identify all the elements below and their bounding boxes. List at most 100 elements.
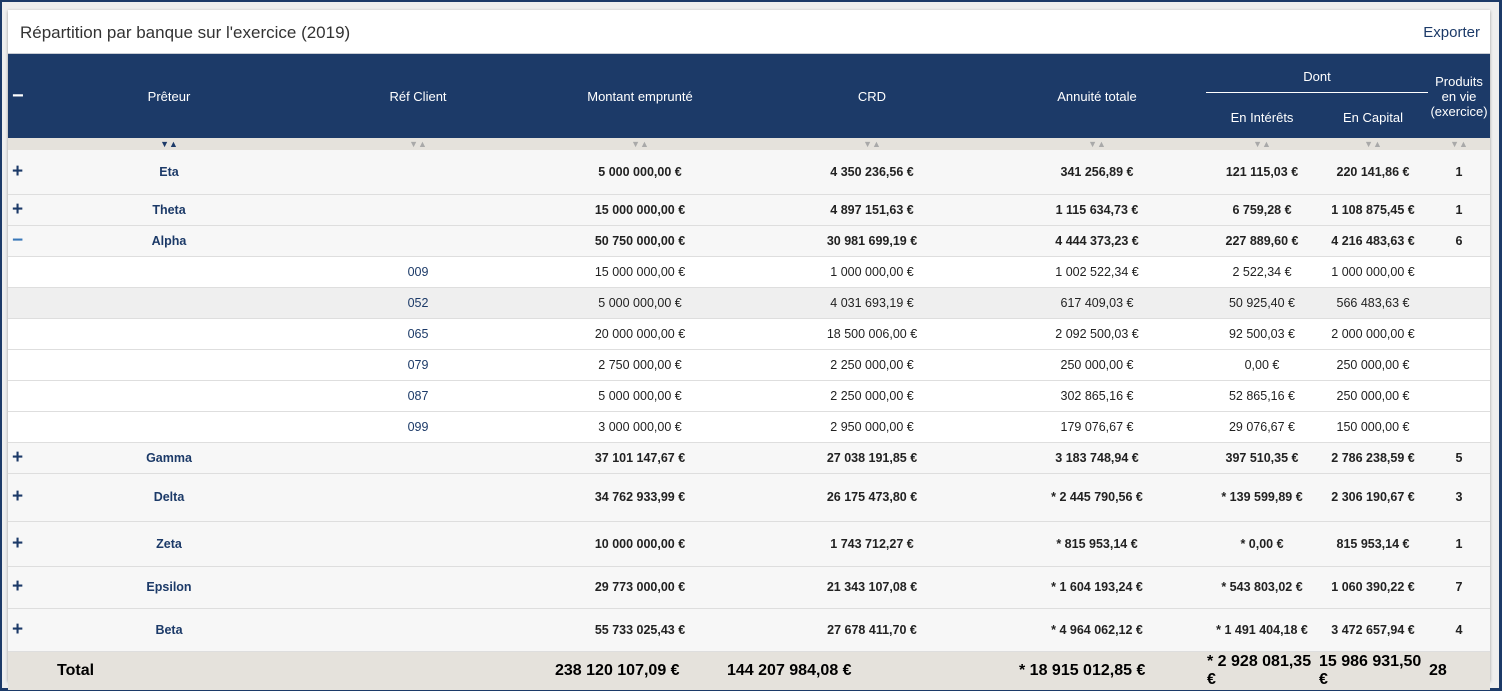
- lender-name: Zeta: [56, 521, 282, 567]
- lender-name: [56, 256, 282, 288]
- expand-icon[interactable]: +: [8, 150, 56, 195]
- crd-cell: 21 343 107,08 €: [726, 566, 1018, 609]
- ref-client-link: [282, 473, 554, 522]
- expand-icon: [8, 380, 56, 412]
- ref-client-link[interactable]: 087: [282, 380, 554, 412]
- produits-cell: 3: [1428, 473, 1490, 522]
- col-group-dont: Dont: [1206, 54, 1428, 96]
- sort-icon[interactable]: ▼▲: [1428, 138, 1490, 150]
- sort-icon[interactable]: ▼▲: [1018, 138, 1206, 150]
- total-interets: * 2 928 081,35 €: [1206, 651, 1318, 690]
- produits-cell: 4: [1428, 608, 1490, 652]
- annuite-cell: * 1 604 193,24 €: [1018, 566, 1206, 609]
- panel-title: Répartition par banque sur l'exercice (2…: [20, 23, 351, 42]
- ref-client-link[interactable]: 009: [282, 256, 554, 288]
- produits-cell: 7: [1428, 566, 1490, 609]
- ref-client-link[interactable]: 079: [282, 349, 554, 381]
- bank-table: − Prêteur Réf Client Montant emprunté CR…: [8, 54, 1490, 690]
- montant-cell: 29 773 000,00 €: [554, 566, 726, 609]
- lender-row: + Theta 15 000 000,00 €4 897 151,63 €1 115…: [8, 194, 1490, 226]
- expand-icon[interactable]: +: [8, 608, 56, 652]
- sort-icon[interactable]: ▼▲: [554, 138, 726, 150]
- produits-cell: [1428, 349, 1490, 381]
- lender-name: Alpha: [56, 225, 282, 257]
- sort-icon[interactable]: ▼▲: [56, 138, 282, 150]
- col-header-produits[interactable]: Produits en vie (exercice): [1428, 54, 1490, 138]
- capital-cell: 1 108 875,45 €: [1318, 194, 1428, 226]
- ref-client-link[interactable]: 099: [282, 411, 554, 443]
- montant-cell: 2 750 000,00 €: [554, 349, 726, 381]
- interets-cell: * 1 491 404,18 €: [1206, 608, 1318, 652]
- interets-cell: 2 522,34 €: [1206, 256, 1318, 288]
- interets-cell: * 139 599,89 €: [1206, 473, 1318, 522]
- sort-icon[interactable]: ▼▲: [1206, 138, 1318, 150]
- ref-client-link[interactable]: 052: [282, 287, 554, 319]
- crd-cell: 2 950 000,00 €: [726, 411, 1018, 443]
- annuite-cell: 3 183 748,94 €: [1018, 442, 1206, 474]
- crd-cell: 27 038 191,85 €: [726, 442, 1018, 474]
- capital-cell: 250 000,00 €: [1318, 380, 1428, 412]
- crd-cell: 30 981 699,19 €: [726, 225, 1018, 257]
- ref-client-link: [282, 150, 554, 195]
- lender-name: Theta: [56, 194, 282, 226]
- produits-cell: [1428, 318, 1490, 350]
- montant-cell: 37 101 147,67 €: [554, 442, 726, 474]
- ref-client-link: [282, 566, 554, 609]
- total-annuite: * 18 915 012,85 €: [1018, 651, 1206, 690]
- interets-cell: 52 865,16 €: [1206, 380, 1318, 412]
- capital-cell: 2 786 238,59 €: [1318, 442, 1428, 474]
- capital-cell: 3 472 657,94 €: [1318, 608, 1428, 652]
- total-empty: [8, 651, 56, 690]
- capital-cell: 566 483,63 €: [1318, 287, 1428, 319]
- crd-cell: 2 250 000,00 €: [726, 349, 1018, 381]
- col-header-preteur[interactable]: Prêteur: [56, 54, 282, 138]
- ref-client-link[interactable]: 065: [282, 318, 554, 350]
- expand-icon[interactable]: +: [8, 194, 56, 226]
- total-produits: 28: [1428, 651, 1490, 690]
- sort-icon[interactable]: ▼▲: [282, 138, 554, 150]
- collapse-all-button[interactable]: −: [8, 54, 56, 138]
- montant-cell: 20 000 000,00 €: [554, 318, 726, 350]
- annuite-cell: 1 002 522,34 €: [1018, 256, 1206, 288]
- annuite-cell: 250 000,00 €: [1018, 349, 1206, 381]
- expand-icon[interactable]: +: [8, 521, 56, 567]
- col-header-annuite[interactable]: Annuité totale: [1018, 54, 1206, 138]
- expand-icon[interactable]: +: [8, 566, 56, 609]
- col-header-montant[interactable]: Montant emprunté: [554, 54, 726, 138]
- export-link[interactable]: Exporter: [1423, 24, 1480, 41]
- capital-cell: 4 216 483,63 €: [1318, 225, 1428, 257]
- expand-icon[interactable]: +: [8, 442, 56, 474]
- lender-name: [56, 318, 282, 350]
- annuite-cell: * 4 964 062,12 €: [1018, 608, 1206, 652]
- interets-cell: 29 076,67 €: [1206, 411, 1318, 443]
- col-header-ref-client[interactable]: Réf Client: [282, 54, 554, 138]
- capital-cell: 1 000 000,00 €: [1318, 256, 1428, 288]
- interets-cell: 397 510,35 €: [1206, 442, 1318, 474]
- montant-cell: 15 000 000,00 €: [554, 194, 726, 226]
- sort-icon[interactable]: ▼▲: [1318, 138, 1428, 150]
- bank-breakdown-panel: Répartition par banque sur l'exercice (2…: [8, 10, 1490, 690]
- lender-row: + Eta 5 000 000,00 €4 350 236,56 €341 256,…: [8, 150, 1490, 195]
- interets-cell: 0,00 €: [1206, 349, 1318, 381]
- sort-empty: [8, 138, 56, 150]
- annuite-cell: 4 444 373,23 €: [1018, 225, 1206, 257]
- lender-row: + Gamma 37 101 147,67 €27 038 191,85 €3 18…: [8, 442, 1490, 474]
- col-header-interets[interactable]: En Intérêts: [1206, 96, 1318, 138]
- expand-icon[interactable]: +: [8, 473, 56, 522]
- lender-name: [56, 411, 282, 443]
- capital-cell: 2 000 000,00 €: [1318, 318, 1428, 350]
- col-header-crd[interactable]: CRD: [726, 54, 1018, 138]
- crd-cell: 1 000 000,00 €: [726, 256, 1018, 288]
- produits-cell: [1428, 380, 1490, 412]
- col-header-capital[interactable]: En Capital: [1318, 96, 1428, 138]
- interets-cell: 6 759,28 €: [1206, 194, 1318, 226]
- montant-cell: 10 000 000,00 €: [554, 521, 726, 567]
- annuite-cell: * 815 953,14 €: [1018, 521, 1206, 567]
- sort-icon[interactable]: ▼▲: [726, 138, 1018, 150]
- montant-cell: 5 000 000,00 €: [554, 380, 726, 412]
- annuite-cell: * 2 445 790,56 €: [1018, 473, 1206, 522]
- total-crd: 144 207 984,08 €: [726, 651, 1018, 690]
- interets-cell: 92 500,03 €: [1206, 318, 1318, 350]
- lender-name: Epsilon: [56, 566, 282, 609]
- collapse-icon[interactable]: −: [8, 225, 56, 257]
